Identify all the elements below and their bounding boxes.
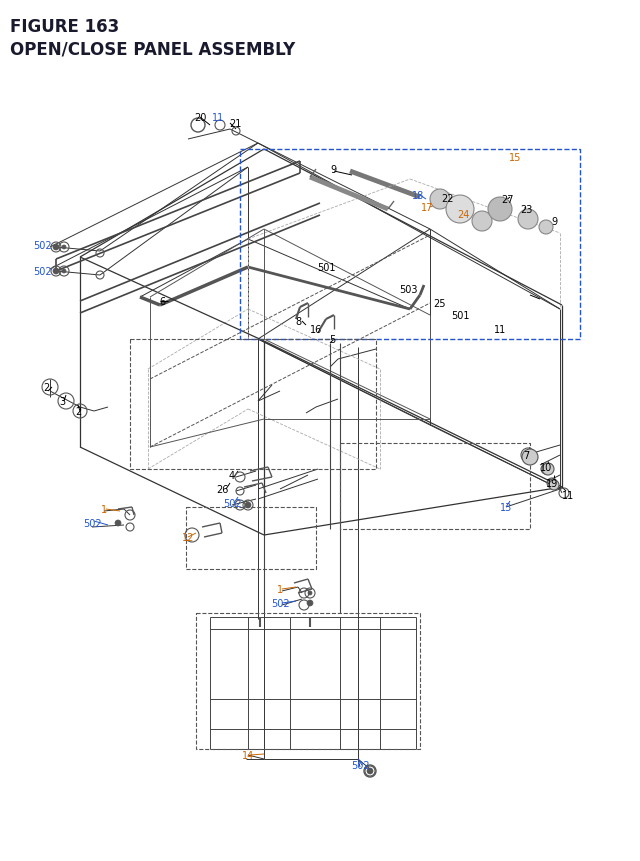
Bar [240,150,580,339]
Bar [130,339,376,469]
Circle shape [62,269,66,274]
Text: 27: 27 [502,195,515,205]
Circle shape [245,503,251,508]
Text: 20: 20 [194,113,206,123]
Circle shape [53,269,59,275]
Text: 501: 501 [451,311,469,320]
Text: 25: 25 [434,299,446,308]
Text: 14: 14 [242,750,254,760]
Text: FIGURE 163: FIGURE 163 [10,18,119,36]
Text: 11: 11 [494,325,506,335]
Text: 1: 1 [101,505,107,514]
Text: 26: 26 [216,485,228,494]
Bar [186,507,316,569]
Circle shape [367,768,373,774]
Text: 2: 2 [43,382,49,393]
Text: 9: 9 [551,217,557,226]
Circle shape [62,245,66,250]
Text: 22: 22 [441,194,453,204]
Text: 502: 502 [271,598,289,608]
Circle shape [307,600,313,606]
Circle shape [539,220,553,235]
Text: 19: 19 [546,479,558,488]
Circle shape [472,212,492,232]
Text: 502: 502 [351,760,369,770]
Circle shape [542,463,554,475]
Text: 11: 11 [562,491,574,500]
Text: 11: 11 [212,113,224,123]
Text: 502: 502 [33,267,51,276]
Text: 10: 10 [540,462,552,473]
Text: 15: 15 [509,152,521,163]
Text: 4: 4 [229,470,235,480]
Text: 24: 24 [457,210,469,220]
Text: 502: 502 [223,499,241,508]
Circle shape [446,195,474,224]
Bar [340,443,530,530]
Circle shape [308,592,312,595]
Circle shape [246,504,250,507]
Circle shape [488,198,512,222]
Text: 5: 5 [329,335,335,344]
Text: 23: 23 [520,205,532,214]
Text: 16: 16 [310,325,322,335]
Circle shape [368,769,372,773]
Text: 501: 501 [317,263,335,273]
Text: 9: 9 [330,164,336,175]
Text: 6: 6 [159,297,165,307]
Text: 502: 502 [83,518,101,529]
Text: 17: 17 [421,202,433,213]
Text: 503: 503 [399,285,417,294]
Circle shape [430,189,450,210]
Text: 2: 2 [75,406,81,417]
Circle shape [518,210,538,230]
Circle shape [115,520,121,526]
Text: 502: 502 [33,241,51,251]
Text: 13: 13 [500,503,512,512]
Text: 7: 7 [523,450,529,461]
Text: 1: 1 [277,585,283,594]
Text: 18: 18 [412,191,424,201]
Text: 8: 8 [295,317,301,326]
Text: 12: 12 [182,532,194,542]
Text: 21: 21 [229,119,241,129]
Circle shape [53,245,59,251]
Text: 3: 3 [59,397,65,406]
Bar [196,613,420,749]
Circle shape [522,449,538,466]
Circle shape [549,480,559,491]
Text: OPEN/CLOSE PANEL ASSEMBLY: OPEN/CLOSE PANEL ASSEMBLY [10,40,295,58]
